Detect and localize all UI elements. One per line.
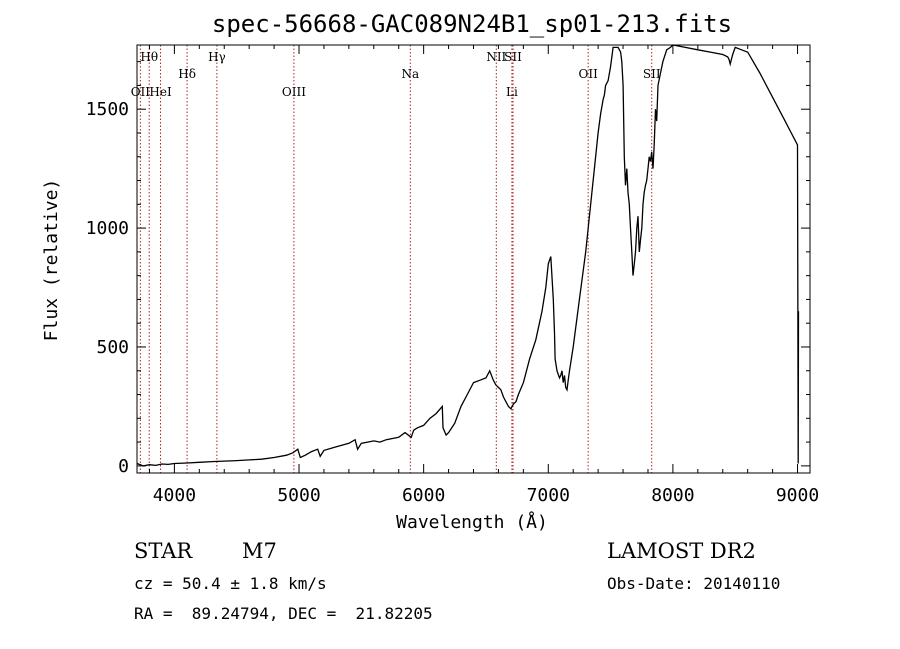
survey-name: LAMOST DR2 bbox=[607, 539, 756, 563]
object-class: STAR bbox=[134, 539, 193, 563]
reference-line-label: Li bbox=[506, 85, 518, 99]
reference-line-label: HeI bbox=[149, 85, 172, 99]
reference-line-label: Na bbox=[401, 67, 419, 81]
x-axis: 4000 5000 6000 7000 8000 9000 bbox=[148, 45, 819, 506]
reference-line-label: Hγ bbox=[208, 50, 226, 64]
reference-line-label: OIII bbox=[282, 85, 306, 99]
x-tick-label: 6000 bbox=[402, 485, 445, 506]
reference-line-label: SII bbox=[504, 50, 522, 64]
y-tick-label: 1000 bbox=[86, 218, 129, 239]
chart-title: spec-56668-GAC089N24B1_sp01-213.fits bbox=[212, 10, 732, 38]
x-tick-label: 9000 bbox=[776, 485, 819, 506]
y-axis-label: Flux (relative) bbox=[41, 179, 62, 342]
y-tick-label: 500 bbox=[96, 337, 129, 358]
x-tick-label: 4000 bbox=[153, 485, 196, 506]
x-tick-label: 5000 bbox=[277, 485, 320, 506]
object-subclass: M7 bbox=[242, 539, 277, 563]
observation-date: Obs-Date: 20140110 bbox=[607, 574, 781, 593]
y-tick-label: 0 bbox=[118, 456, 129, 477]
redshift-cz: cz = 50.4 ± 1.8 km/s bbox=[134, 574, 327, 593]
x-tick-label: 7000 bbox=[527, 485, 570, 506]
y-axis: 0 500 1000 1500 bbox=[86, 61, 810, 477]
coordinates: RA = 89.24794, DEC = 21.82205 bbox=[134, 604, 433, 623]
spectrum-line bbox=[136, 44, 800, 467]
reference-line-label: SII bbox=[643, 67, 661, 81]
x-axis-label: Wavelength (Å) bbox=[396, 511, 548, 533]
reference-line-label: NII bbox=[486, 50, 506, 64]
reference-line-label: OII bbox=[578, 67, 598, 81]
plot-frame bbox=[136, 44, 811, 474]
reference-line-label: OII bbox=[131, 85, 151, 99]
reference-lines bbox=[139, 45, 653, 473]
reference-line-label: Hδ bbox=[178, 67, 196, 81]
x-tick-label: 8000 bbox=[651, 485, 694, 506]
y-tick-label: 1500 bbox=[86, 99, 129, 120]
reference-line-label: Hθ bbox=[140, 50, 158, 64]
